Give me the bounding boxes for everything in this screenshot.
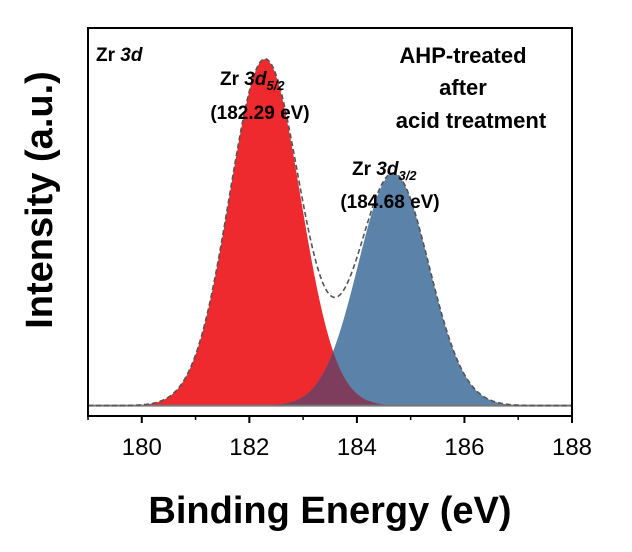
element-label: Zr 3d: [96, 45, 143, 66]
y-axis-label: Intensity (a.u.): [19, 71, 61, 329]
plot-frame: [87, 27, 573, 417]
peak1-energy: (182.29 eV): [210, 103, 309, 124]
x-tick-label-180: 180: [122, 434, 162, 461]
x-axis-label: Binding Energy (eV): [148, 490, 511, 532]
sample-label-line2: after: [439, 75, 487, 100]
element-orbital: 3d: [120, 45, 143, 66]
sample-label-line3: acid treatment: [396, 108, 547, 133]
peak1-name: Zr: [220, 69, 240, 90]
peak2-name: Zr: [352, 159, 372, 180]
sample-label-line1: AHP-treated: [399, 43, 526, 68]
envelope-curve: [88, 58, 572, 407]
peak-fill-1: [88, 59, 572, 406]
peak1-label: Zr 3d5/2: [220, 69, 285, 93]
peak2-subscript: 3/2: [398, 168, 417, 183]
peak-fill-2: [88, 173, 572, 406]
peak1-orbital: 3d: [244, 69, 267, 90]
x-tick-label-184: 184: [337, 434, 377, 461]
peak-overlap: [88, 351, 572, 406]
peak2-energy: (184.68 eV): [340, 192, 439, 213]
x-axis-ticks: 180 182 184 186 188: [87, 416, 592, 461]
element-name: Zr: [96, 45, 116, 66]
peak2-label: Zr 3d3/2: [352, 159, 417, 183]
x-tick-label-182: 182: [229, 434, 269, 461]
peak-areas: [88, 58, 572, 407]
peak2-orbital: 3d: [376, 159, 399, 180]
x-tick-label-188: 188: [552, 434, 592, 461]
x-tick-label-186: 186: [444, 434, 484, 461]
peak1-subscript: 5/2: [266, 78, 285, 93]
